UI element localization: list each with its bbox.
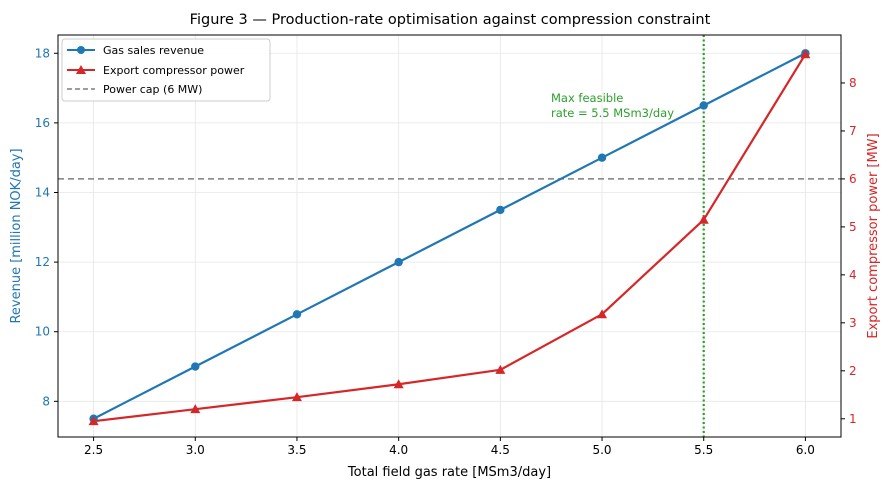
y-right-tick-label: 3 — [849, 316, 857, 330]
y-left-tick-label: 18 — [35, 46, 50, 60]
series-markers — [88, 49, 811, 426]
y-axis-right-label: Export compressor power [MW] — [866, 133, 881, 338]
power-point — [88, 416, 99, 426]
revenue-point — [394, 257, 403, 267]
reference-lines — [58, 35, 841, 437]
power-point — [291, 392, 302, 402]
x-tick-label: 4.5 — [491, 443, 510, 457]
revenue-point — [191, 362, 200, 371]
revenue-line — [93, 52, 806, 420]
power-line — [93, 53, 807, 423]
y-right-tick-label: 7 — [849, 124, 857, 138]
revenue-point — [496, 205, 505, 215]
y-left-tick-label: 16 — [35, 116, 50, 130]
chart-title: Figure 3 — Production-rate optimisation … — [190, 12, 711, 28]
y-left-tick-label: 8 — [42, 394, 50, 408]
legend-box — [61, 38, 271, 102]
y-left-tick-label: 12 — [35, 255, 50, 269]
power-point — [393, 379, 404, 389]
legend-marker-power — [76, 65, 86, 74]
x-tick-label: 3.5 — [287, 443, 306, 457]
y-right-tick-label: 2 — [849, 364, 857, 378]
y-left-tick-label: 10 — [35, 325, 50, 339]
annotation: Max feasible rate = 5.5 MSm3/day — [551, 91, 674, 120]
grid — [58, 35, 841, 437]
revenue-point — [597, 153, 607, 162]
x-tick-label: 4.0 — [389, 443, 408, 457]
annotation-line-2: rate = 5.5 MSm3/day — [551, 106, 674, 120]
x-axis: 2.5 3.0 3.5 4.0 4.5 5.0 5.5 6.0 — [84, 437, 815, 457]
power-point — [495, 364, 506, 374]
x-axis-label: Total field gas rate [MSm3/day] — [347, 465, 551, 480]
revenue-point — [699, 101, 708, 110]
x-tick-label: 5.5 — [694, 443, 713, 457]
legend-marker-revenue — [77, 46, 85, 54]
legend-label-revenue: Gas sales revenue — [103, 44, 204, 57]
y-axis-right: 1 2 3 4 5 6 7 8 — [841, 76, 857, 426]
plot-frame — [57, 34, 842, 438]
y-right-tick-label: 5 — [849, 220, 857, 234]
x-tick-label: 3.0 — [186, 443, 205, 457]
legend-label-power: Export compressor power — [103, 64, 245, 77]
y-left-tick-label: 14 — [35, 185, 50, 199]
legend: Gas sales revenue Export compressor powe… — [61, 38, 271, 102]
legend-label-powercap: Power cap (6 MW) — [103, 83, 202, 96]
y-right-tick-label: 1 — [849, 412, 857, 426]
power-point — [597, 309, 608, 319]
series-lines — [93, 52, 807, 423]
power-point — [190, 404, 201, 414]
y-right-tick-label: 6 — [849, 172, 857, 186]
x-tick-label: 5.0 — [592, 443, 611, 457]
x-tick-label: 6.0 — [796, 443, 815, 457]
annotation-line-1: Max feasible — [551, 91, 623, 105]
y-axis-left: 8 10 12 14 16 18 — [35, 46, 58, 408]
y-right-tick-label: 4 — [849, 268, 857, 282]
revenue-point — [292, 310, 302, 319]
power-point — [800, 49, 811, 59]
y-right-tick-label: 8 — [849, 76, 857, 90]
x-tick-label: 2.5 — [84, 443, 103, 457]
y-axis-left-label: Revenue [million NOK/day] — [9, 148, 24, 323]
power-point — [698, 214, 709, 224]
